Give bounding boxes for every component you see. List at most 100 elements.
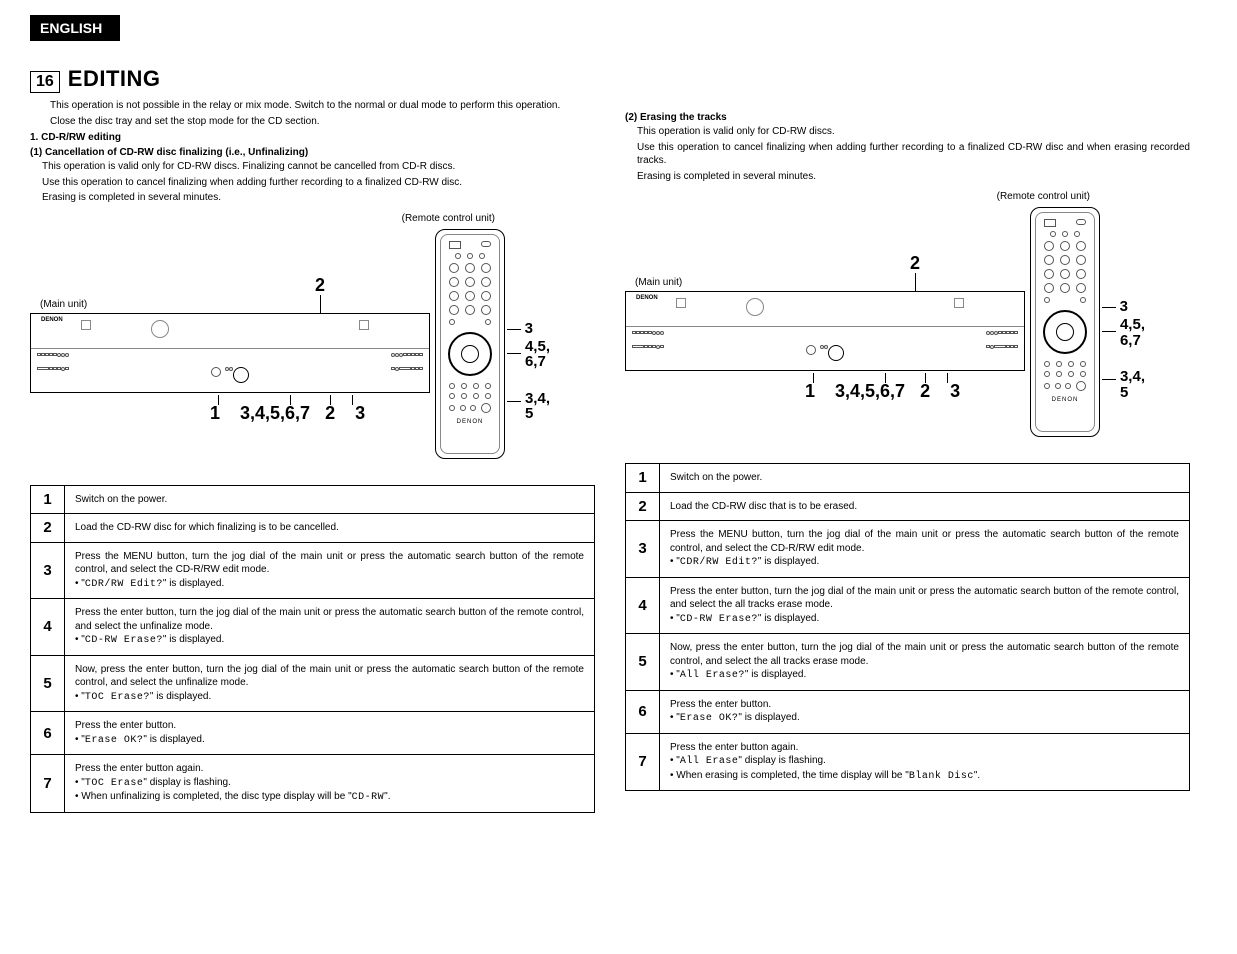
section-heading: EDITING <box>68 66 161 92</box>
table-row: 7Press the enter button again.• "TOC Era… <box>31 754 594 812</box>
step-number: 5 <box>31 656 65 712</box>
step-bullet: • "CD-RW Erase?" is displayed. <box>670 612 1179 627</box>
step-text: Press the MENU button, turn the jog dial… <box>670 528 1179 555</box>
step-number: 6 <box>31 712 65 754</box>
step-text: Press the enter button. <box>75 719 584 733</box>
step-number: 7 <box>626 734 660 791</box>
side-callout-3-r: 3 <box>1119 299 1128 315</box>
table-row: 5 Now, press the enter button, turn the j… <box>31 655 594 712</box>
step-text: Press the enter button, turn the jog dia… <box>670 585 1179 612</box>
step-bullet: • "Erase OK?" is displayed. <box>75 733 584 748</box>
step-text: Load the CD-RW disc for which finalizing… <box>75 521 584 535</box>
table-row: 6 Press the enter button.• "Erase OK?" is… <box>31 711 594 754</box>
step-body: Press the enter button.• "Erase OK?" is … <box>660 691 1189 733</box>
left-column: 16 EDITING This operation is not possibl… <box>30 66 595 813</box>
step-number: 7 <box>31 755 65 812</box>
main-unit-label: (Main unit) <box>40 299 87 310</box>
step-body: Now, press the enter button, turn the jo… <box>65 656 594 712</box>
step-number: 4 <box>31 599 65 655</box>
right-column: (2) Erasing the tracks This operation is… <box>625 66 1190 813</box>
step-body: Press the MENU button, turn the jog dial… <box>660 521 1189 577</box>
side-callout-4567-r: 4,5, 6,7 <box>1119 317 1145 349</box>
table-row: 6Press the enter button.• "Erase OK?" is… <box>626 690 1189 733</box>
callout-bottom-row: 1 3,4,5,6,7 2 3 <box>210 403 365 424</box>
step-body: Switch on the power. <box>65 486 594 514</box>
step-bullet: • "CDR/RW Edit?" is displayed. <box>75 577 584 592</box>
intro-line-2: Close the disc tray and set the stop mod… <box>50 115 595 129</box>
step-body: Now, press the enter button, turn the jo… <box>660 634 1189 690</box>
step-text: Now, press the enter button, turn the jo… <box>75 663 584 690</box>
table-row: 4 Press the enter button, turn the jog di… <box>31 598 594 655</box>
step-body: Switch on the power. <box>660 464 1189 492</box>
side-callout-345-r: 3,4, 5 <box>1119 369 1145 401</box>
table-row: 3 Press the MENU button, turn the jog dia… <box>626 520 1189 577</box>
step-text: Press the enter button again. <box>75 762 584 776</box>
intro-line-1: This operation is not possible in the re… <box>50 99 595 113</box>
sub1a-line3: Erasing is completed in several minutes. <box>42 191 595 205</box>
section-title: 16 EDITING <box>30 66 595 93</box>
subheading-1a: (1) Cancellation of CD-RW disc finalizin… <box>30 147 595 158</box>
step-bullet: • "TOC Erase?" is displayed. <box>75 690 584 705</box>
step-number: 3 <box>626 521 660 577</box>
step-text: Switch on the power. <box>75 493 584 507</box>
subheading-2: (2) Erasing the tracks <box>625 112 1190 123</box>
main-unit-label-r: (Main unit) <box>635 277 682 288</box>
sub2-line3: Erasing is completed in several minutes. <box>637 170 1190 184</box>
step-bullet: • "TOC Erase" display is flashing. <box>75 776 584 791</box>
step-number: 3 <box>31 543 65 599</box>
right-diagram: (Remote control unit) (Main unit) DENON <box>625 191 1190 451</box>
step-bullet: • When erasing is completed, the time di… <box>670 769 1179 784</box>
sub2-line1: This operation is valid only for CD-RW d… <box>637 125 1190 139</box>
brand-label: DENON <box>41 317 63 323</box>
page-columns: 16 EDITING This operation is not possibl… <box>30 66 1207 813</box>
step-body: Press the enter button again.• "All Eras… <box>660 734 1189 791</box>
side-callout-345: 3,4, 5 <box>524 391 550 423</box>
step-bullet: • When unfinalizing is completed, the di… <box>75 790 584 805</box>
step-text: Press the enter button again. <box>670 741 1179 755</box>
step-bullet: • "Erase OK?" is displayed. <box>670 711 1179 726</box>
step-number: 5 <box>626 634 660 690</box>
step-body: Press the enter button again.• "TOC Eras… <box>65 755 594 812</box>
step-bullet: • "CD-RW Erase?" is displayed. <box>75 633 584 648</box>
step-number: 2 <box>626 493 660 521</box>
callout-2-r: 2 <box>910 253 920 274</box>
step-number: 4 <box>626 578 660 634</box>
main-unit-graphic-r: DENON <box>625 291 1025 371</box>
table-row: 2 Load the CD-RW disc for which finalizin… <box>31 513 594 542</box>
callout-bottom-row-r: 1 3,4,5,6,7 2 3 <box>805 381 960 402</box>
step-text: Press the enter button. <box>670 698 1179 712</box>
subheading-1: 1. CD-R/RW editing <box>30 132 595 143</box>
table-row: 2 Load the CD-RW disc that is to be erase… <box>626 492 1189 521</box>
sub2-line2: Use this operation to cancel finalizing … <box>637 141 1190 168</box>
step-text: Switch on the power. <box>670 471 1179 485</box>
sub1a-line2: Use this operation to cancel finalizing … <box>42 176 595 190</box>
table-row: 7Press the enter button again.• "All Era… <box>626 733 1189 791</box>
step-number: 2 <box>31 514 65 542</box>
step-body: Press the enter button, turn the jog dia… <box>65 599 594 655</box>
remote-brand-r: DENON <box>1052 397 1079 403</box>
right-steps-table: 1Switch on the power.2 Load the CD-RW dis… <box>625 463 1190 791</box>
left-diagram: (Remote control unit) (Main unit) DENON <box>30 213 595 473</box>
step-text: Press the MENU button, turn the jog dial… <box>75 550 584 577</box>
step-bullet: • "All Erase" display is flashing. <box>670 754 1179 769</box>
main-unit-graphic: DENON <box>30 313 430 393</box>
table-row: 1Switch on the power. <box>626 464 1189 492</box>
step-body: Load the CD-RW disc for which finalizing… <box>65 514 594 542</box>
step-body: Press the MENU button, turn the jog dial… <box>65 543 594 599</box>
table-row: 3 Press the MENU button, turn the jog dia… <box>31 542 594 599</box>
step-body: Load the CD-RW disc that is to be erased… <box>660 493 1189 521</box>
step-body: Press the enter button, turn the jog dia… <box>660 578 1189 634</box>
table-row: 1 Switch on the power. <box>31 486 594 514</box>
step-bullet: • "CDR/RW Edit?" is displayed. <box>670 555 1179 570</box>
side-callout-3: 3 <box>524 321 533 337</box>
step-number: 1 <box>31 486 65 514</box>
sub1a-line1: This operation is valid only for CD-RW d… <box>42 160 595 174</box>
side-callout-4567: 4,5, 6,7 <box>524 339 550 371</box>
remote-graphic: DENON <box>435 229 505 459</box>
step-text: Now, press the enter button, turn the jo… <box>670 641 1179 668</box>
step-text: Press the enter button, turn the jog dia… <box>75 606 584 633</box>
table-row: 4 Press the enter button, turn the jog di… <box>626 577 1189 634</box>
remote-label-r: (Remote control unit) <box>997 191 1090 202</box>
remote-label: (Remote control unit) <box>402 213 495 224</box>
step-text: Load the CD-RW disc that is to be erased… <box>670 500 1179 514</box>
